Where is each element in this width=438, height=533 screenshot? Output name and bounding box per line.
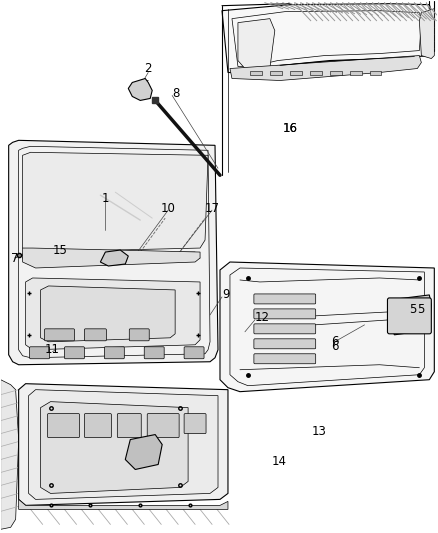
FancyBboxPatch shape xyxy=(30,347,49,359)
Bar xyxy=(330,70,342,76)
Polygon shape xyxy=(238,19,275,69)
Text: 16: 16 xyxy=(282,122,297,135)
FancyBboxPatch shape xyxy=(254,294,316,304)
Polygon shape xyxy=(100,250,128,266)
Text: 14: 14 xyxy=(272,455,287,468)
Polygon shape xyxy=(41,402,188,494)
FancyBboxPatch shape xyxy=(85,414,111,438)
Polygon shape xyxy=(9,140,218,365)
FancyBboxPatch shape xyxy=(254,339,316,349)
Bar xyxy=(290,70,302,76)
FancyBboxPatch shape xyxy=(184,414,206,433)
Text: 9: 9 xyxy=(222,288,230,302)
FancyBboxPatch shape xyxy=(388,298,431,334)
FancyBboxPatch shape xyxy=(45,329,74,341)
FancyBboxPatch shape xyxy=(85,329,106,341)
Text: 12: 12 xyxy=(255,311,270,325)
Text: 16: 16 xyxy=(282,122,297,135)
FancyBboxPatch shape xyxy=(254,324,316,334)
Polygon shape xyxy=(222,4,431,72)
Polygon shape xyxy=(125,434,162,470)
Bar xyxy=(310,70,321,76)
Polygon shape xyxy=(23,152,208,252)
Text: 17: 17 xyxy=(205,201,219,215)
Text: 8: 8 xyxy=(172,87,180,100)
FancyBboxPatch shape xyxy=(129,329,149,341)
Text: 5: 5 xyxy=(417,303,425,317)
FancyBboxPatch shape xyxy=(147,414,179,438)
FancyBboxPatch shape xyxy=(254,354,316,364)
Polygon shape xyxy=(28,390,218,499)
Text: 7: 7 xyxy=(11,252,18,264)
Polygon shape xyxy=(23,248,200,268)
Polygon shape xyxy=(128,78,152,100)
Polygon shape xyxy=(220,262,434,392)
FancyBboxPatch shape xyxy=(48,414,79,438)
FancyBboxPatch shape xyxy=(254,309,316,319)
Bar xyxy=(270,70,282,76)
FancyBboxPatch shape xyxy=(144,347,164,359)
Polygon shape xyxy=(41,286,175,342)
Polygon shape xyxy=(230,55,421,80)
Text: 6: 6 xyxy=(331,335,339,348)
Text: 5: 5 xyxy=(410,303,417,317)
FancyBboxPatch shape xyxy=(64,347,85,359)
Polygon shape xyxy=(1,379,19,529)
Bar xyxy=(250,70,262,76)
Text: 10: 10 xyxy=(161,201,176,215)
Bar xyxy=(370,70,381,76)
Polygon shape xyxy=(419,9,434,59)
Bar xyxy=(350,70,361,76)
Polygon shape xyxy=(19,499,228,510)
Polygon shape xyxy=(388,295,431,335)
Text: 13: 13 xyxy=(312,425,327,438)
Text: 1: 1 xyxy=(102,192,109,205)
Text: 11: 11 xyxy=(45,343,60,356)
Polygon shape xyxy=(19,384,228,505)
Polygon shape xyxy=(25,278,200,350)
Text: 6: 6 xyxy=(331,340,339,353)
FancyBboxPatch shape xyxy=(117,414,141,438)
FancyBboxPatch shape xyxy=(184,347,204,359)
Text: 2: 2 xyxy=(145,62,152,75)
Text: 15: 15 xyxy=(53,244,67,256)
FancyBboxPatch shape xyxy=(104,347,124,359)
